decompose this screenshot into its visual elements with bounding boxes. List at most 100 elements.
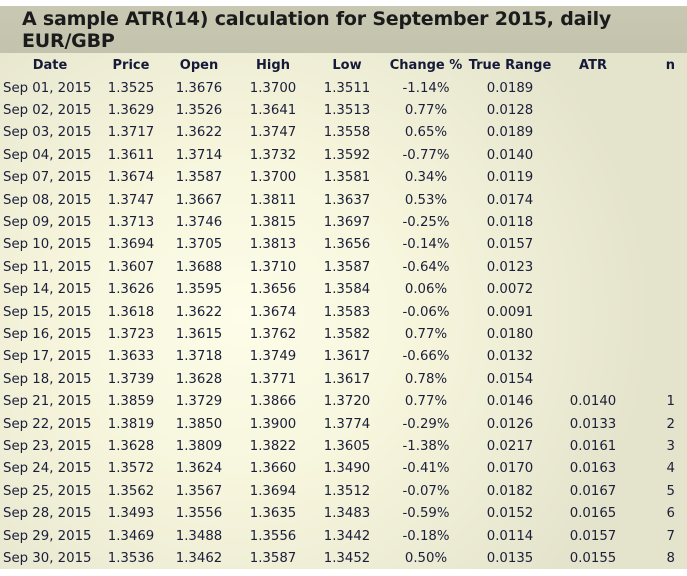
cell-low: 1.3581 xyxy=(323,170,371,186)
cell-low: 1.3617 xyxy=(323,349,371,365)
cell-low: 1.3513 xyxy=(323,103,371,119)
atr-table: Date Price Open High Low Change % True R… xyxy=(0,53,687,570)
cell-change-pct: -0.41% xyxy=(402,461,450,477)
table-row: Sep 08, 2015 1.3747 1.3667 1.3811 1.3637 0.53… xyxy=(0,189,687,211)
cell-open: 1.3488 xyxy=(175,528,223,544)
cell-atr xyxy=(552,77,634,99)
cell-change-pct: 0.06% xyxy=(404,282,448,298)
cell-low: 1.3558 xyxy=(323,125,371,141)
table-row: Sep 10, 2015 1.3694 1.3705 1.3813 1.3656 -0.1… xyxy=(0,234,687,256)
header-high: High xyxy=(256,57,290,73)
cell-high: 1.3660 xyxy=(249,461,297,477)
cell-change-pct: -1.38% xyxy=(402,438,450,454)
cell-true-range: 0.0157 xyxy=(486,237,534,253)
cell-n xyxy=(634,234,687,256)
cell-high: 1.3749 xyxy=(249,349,297,365)
cell-high: 1.3635 xyxy=(249,506,297,522)
cell-low: 1.3774 xyxy=(323,416,371,432)
cell-low: 1.3512 xyxy=(323,483,371,499)
cell-n xyxy=(634,122,687,144)
cell-open: 1.3850 xyxy=(175,416,223,432)
cell-high: 1.3694 xyxy=(249,483,297,499)
cell-true-range: 0.0135 xyxy=(486,550,534,566)
page-title: A sample ATR(14) calculation for Septemb… xyxy=(22,7,612,52)
cell-low: 1.3656 xyxy=(323,237,371,253)
cell-price: 1.3633 xyxy=(107,349,155,365)
header-price: Price xyxy=(112,57,150,73)
cell-change-pct: 0.50% xyxy=(404,550,448,566)
cell-date: Sep 16, 2015 xyxy=(3,326,92,342)
cell-atr xyxy=(552,167,634,189)
cell-price: 1.3717 xyxy=(107,125,155,141)
cell-atr xyxy=(552,279,634,301)
table-row: Sep 28, 2015 1.3493 1.3556 1.3635 1.3483 -0.5… xyxy=(0,502,687,524)
cell-date: Sep 01, 2015 xyxy=(3,80,92,96)
cell-open: 1.3567 xyxy=(175,483,223,499)
table-row: Sep 25, 2015 1.3562 1.3567 1.3694 1.3512 -0.0… xyxy=(0,480,687,502)
cell-date: Sep 14, 2015 xyxy=(3,282,92,298)
table-row: Sep 29, 2015 1.3469 1.3488 1.3556 1.3442 -0.1… xyxy=(0,525,687,547)
cell-low: 1.3583 xyxy=(323,304,371,320)
cell-date: Sep 18, 2015 xyxy=(3,371,92,387)
cell-change-pct: -0.18% xyxy=(402,528,450,544)
table-row: Sep 21, 2015 1.3859 1.3729 1.3866 1.3720 0.77… xyxy=(0,390,687,412)
cell-true-range: 0.0091 xyxy=(486,304,534,320)
cell-n: 7 xyxy=(666,528,675,544)
cell-date: Sep 22, 2015 xyxy=(3,416,92,432)
cell-true-range: 0.0140 xyxy=(486,147,534,163)
cell-n: 5 xyxy=(666,483,675,499)
table-row: Sep 14, 2015 1.3626 1.3595 1.3656 1.3584 0.06… xyxy=(0,279,687,301)
header-date: Date xyxy=(32,57,68,73)
cell-atr xyxy=(552,301,634,323)
cell-price: 1.3723 xyxy=(107,326,155,342)
table-row: Sep 02, 2015 1.3629 1.3526 1.3641 1.3513 0.77… xyxy=(0,99,687,121)
cell-open: 1.3615 xyxy=(175,326,223,342)
cell-change-pct: 0.53% xyxy=(404,192,448,208)
cell-atr: 0.0163 xyxy=(569,461,617,477)
cell-atr xyxy=(552,122,634,144)
cell-price: 1.3626 xyxy=(107,282,155,298)
cell-high: 1.3700 xyxy=(249,170,297,186)
cell-price: 1.3747 xyxy=(107,192,155,208)
cell-change-pct: -0.07% xyxy=(402,483,450,499)
cell-date: Sep 04, 2015 xyxy=(3,147,92,163)
cell-atr: 0.0133 xyxy=(569,416,617,432)
cell-high: 1.3811 xyxy=(249,192,297,208)
cell-date: Sep 07, 2015 xyxy=(3,170,92,186)
cell-open: 1.3595 xyxy=(175,282,223,298)
table-row: Sep 18, 2015 1.3739 1.3628 1.3771 1.3617 0.78… xyxy=(0,368,687,390)
cell-open: 1.3676 xyxy=(175,80,223,96)
cell-n xyxy=(634,99,687,121)
cell-change-pct: -0.25% xyxy=(402,215,450,231)
cell-true-range: 0.0182 xyxy=(486,483,534,499)
header-low: Low xyxy=(332,57,362,73)
table-body: Sep 01, 2015 1.3525 1.3676 1.3700 1.3511 -1.1… xyxy=(0,77,687,570)
cell-n: 2 xyxy=(666,416,675,432)
cell-open: 1.3628 xyxy=(175,371,223,387)
cell-high: 1.3587 xyxy=(249,550,297,566)
cell-price: 1.3713 xyxy=(107,215,155,231)
cell-true-range: 0.0170 xyxy=(486,461,534,477)
cell-true-range: 0.0180 xyxy=(486,326,534,342)
cell-date: Sep 15, 2015 xyxy=(3,304,92,320)
cell-price: 1.3536 xyxy=(107,550,155,566)
cell-high: 1.3556 xyxy=(249,528,297,544)
cell-n xyxy=(634,301,687,323)
cell-n: 6 xyxy=(666,506,675,522)
cell-date: Sep 25, 2015 xyxy=(3,483,92,499)
cell-n xyxy=(634,77,687,99)
cell-price: 1.3618 xyxy=(107,304,155,320)
table-row: Sep 23, 2015 1.3628 1.3809 1.3822 1.3605 -1.3… xyxy=(0,435,687,457)
cell-open: 1.3809 xyxy=(175,438,223,454)
cell-true-range: 0.0118 xyxy=(486,215,534,231)
cell-high: 1.3822 xyxy=(249,438,297,454)
cell-true-range: 0.0128 xyxy=(486,103,534,119)
cell-high: 1.3674 xyxy=(249,304,297,320)
cell-date: Sep 23, 2015 xyxy=(3,438,92,454)
cell-change-pct: 0.77% xyxy=(404,394,448,410)
cell-true-range: 0.0146 xyxy=(486,394,534,410)
header-true-range: True Range xyxy=(468,57,552,73)
cell-atr xyxy=(552,99,634,121)
table-row: Sep 07, 2015 1.3674 1.3587 1.3700 1.3581 0.34… xyxy=(0,167,687,189)
cell-atr: 0.0161 xyxy=(569,438,617,454)
